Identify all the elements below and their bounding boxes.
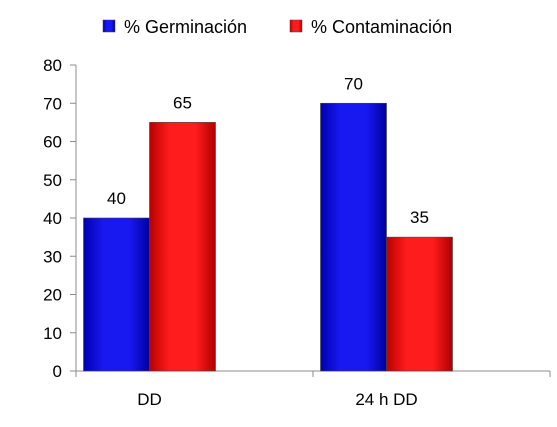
bar-germinacion — [320, 102, 387, 372]
legend-swatch — [289, 19, 303, 33]
legend: % Germinación % Contaminación — [102, 17, 452, 37]
y-tick-label: 10 — [43, 324, 62, 343]
bar-contaminacion — [386, 236, 453, 372]
y-tick-label: 20 — [43, 286, 62, 305]
y-tick-label: 60 — [43, 133, 62, 152]
y-tick-label: 40 — [43, 209, 62, 228]
y-tick-label: 70 — [43, 94, 62, 113]
bar-contaminacion — [149, 122, 216, 372]
legend-label: % Germinación — [124, 17, 247, 37]
y-tick-label: 0 — [53, 362, 62, 381]
data-labels: 40 70 65 35 — [107, 74, 429, 227]
x-tick-label: 24 h DD — [355, 390, 417, 409]
y-tick-label: 80 — [43, 56, 62, 75]
data-label: 35 — [410, 208, 429, 227]
bar-germinacion — [83, 217, 150, 372]
legend-label: % Contaminación — [311, 17, 452, 37]
axes: 0 10 20 30 40 50 60 70 80 DD 24 h DD — [43, 56, 551, 409]
data-label: 70 — [344, 74, 363, 93]
y-tick-label: 50 — [43, 171, 62, 190]
data-label: 65 — [173, 93, 192, 112]
y-tick-label: 30 — [43, 247, 62, 266]
bars — [83, 102, 453, 372]
legend-swatch — [102, 19, 116, 33]
data-label: 40 — [107, 189, 126, 208]
x-tick-label: DD — [137, 390, 162, 409]
